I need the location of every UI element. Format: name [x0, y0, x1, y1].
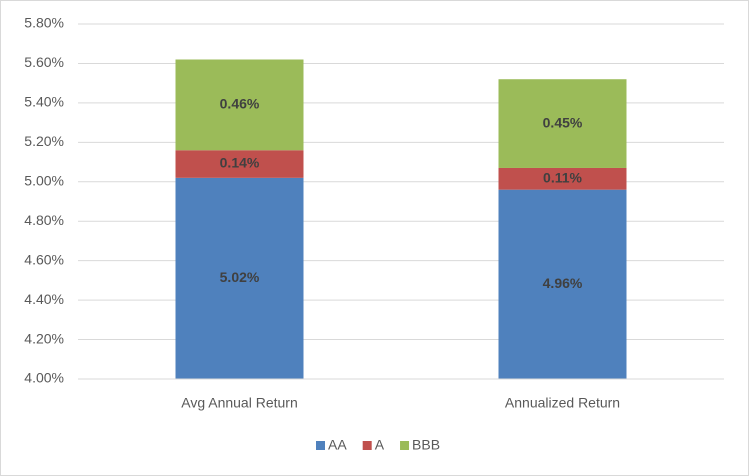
y-tick-label: 4.80%	[24, 212, 64, 228]
y-tick-label: 4.00%	[24, 370, 64, 386]
legend-swatch	[400, 441, 410, 450]
data-label: 0.11%	[543, 170, 582, 186]
legend-label: A	[375, 437, 385, 453]
y-tick-label: 5.60%	[24, 54, 64, 70]
y-tick-label: 4.40%	[24, 291, 64, 307]
bar-segment	[498, 79, 627, 168]
y-tick-label: 5.40%	[24, 94, 64, 110]
legend-swatch	[362, 441, 372, 450]
data-label: 5.02%	[220, 269, 260, 285]
x-tick-label: Annualized Return	[505, 395, 620, 411]
bar-segment	[498, 167, 627, 190]
data-label: 0.46%	[220, 96, 260, 112]
bar-segment	[175, 150, 304, 178]
bar-segment	[175, 177, 304, 379]
y-tick-label: 5.20%	[24, 133, 64, 149]
y-tick-label: 5.80%	[24, 15, 64, 31]
y-tick-label: 5.00%	[24, 172, 64, 188]
legend-swatch	[316, 441, 325, 450]
x-tick-label: Avg Annual Return	[181, 395, 298, 411]
bar-segment	[498, 189, 627, 379]
y-tick-label: 4.60%	[24, 251, 64, 267]
legend-label: AA	[328, 437, 347, 453]
y-tick-label: 4.20%	[24, 330, 64, 346]
bar-segment	[175, 59, 304, 151]
data-label: 0.45%	[543, 114, 583, 130]
legend-label: BBB	[412, 437, 440, 453]
data-label: 4.96%	[543, 275, 583, 291]
data-label: 0.14%	[220, 155, 260, 171]
